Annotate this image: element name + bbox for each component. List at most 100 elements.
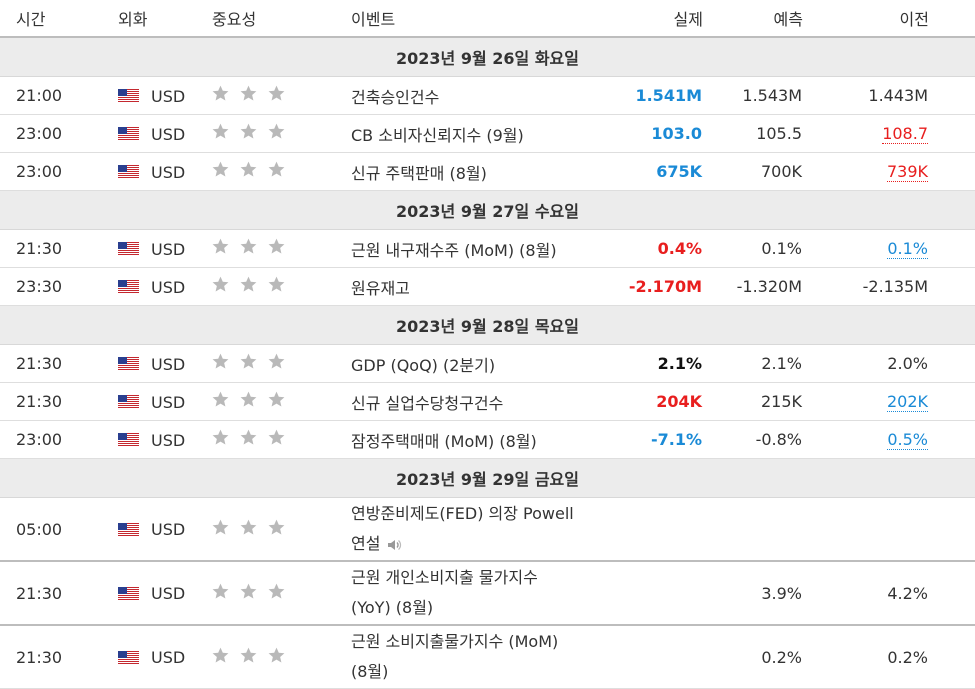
previous-value: 2.0% [887, 354, 928, 373]
event-row[interactable]: 23:00 USD 잠정주택매매 (MoM) (8월) -7.1% -0.8% 0.5% [0, 420, 975, 459]
event-previous: 0.5% [803, 420, 929, 459]
event-actual [603, 560, 703, 626]
event-importance [206, 76, 341, 115]
event-importance [206, 229, 341, 268]
star-icon [211, 390, 230, 409]
header-forecast[interactable]: 예측 [703, 0, 803, 38]
event-forecast: -1.320M [703, 267, 803, 306]
event-row[interactable]: 21:30 USD 근원 내구재수주 (MoM) (8월) 0.4% 0.1% 0.1% [0, 229, 975, 268]
star-icon [239, 160, 258, 179]
event-time: 05:00 [0, 497, 108, 562]
event-row[interactable]: 21:30 USD GDP (QoQ) (2분기) 2.1% 2.1% 2.0% [0, 344, 975, 383]
currency-code: USD [151, 124, 186, 144]
event-time: 21:30 [0, 344, 108, 383]
event-row[interactable]: 21:30 USD 근원 개인소비지출 물가지수 (YoY) (8월) 3.9% 4.2% [0, 560, 975, 626]
star-icon [267, 428, 286, 447]
event-importance [206, 420, 341, 459]
event-name[interactable]: 건축승인건수 [341, 76, 603, 115]
event-previous: 108.7 [803, 114, 929, 153]
star-icon [211, 646, 230, 665]
event-previous: 739K [803, 152, 929, 191]
event-row[interactable]: 23:30 USD 원유재고 -2.170M -1.320M -2.135M [0, 267, 975, 306]
event-actual: 103.0 [603, 114, 703, 153]
star-icon [239, 428, 258, 447]
event-row[interactable]: 21:00 USD 건축승인건수 1.541M 1.543M 1.443M [0, 76, 975, 115]
event-name-text: 건축승인건수 [351, 87, 440, 107]
event-forecast: 1.543M [703, 76, 803, 115]
star-icon [211, 84, 230, 103]
event-name[interactable]: 잠정주택매매 (MoM) (8월) [341, 420, 603, 459]
row-spacer [929, 497, 975, 562]
event-time: 23:00 [0, 420, 108, 459]
event-actual: -2.170M [603, 267, 703, 306]
event-name-line1: 연방준비제도(FED) 의장 Powell [351, 504, 574, 523]
row-spacer [929, 229, 975, 268]
event-actual: 204K [603, 382, 703, 421]
previous-value: 0.1% [887, 239, 928, 259]
header-time[interactable]: 시간 [0, 0, 108, 38]
event-importance [206, 382, 341, 421]
header-currency[interactable]: 외화 [108, 0, 206, 38]
event-row[interactable]: 21:30 USD 근원 소비지출물가지수 (MoM) (8월) 0.2% 0.2% [0, 624, 975, 689]
header-previous[interactable]: 이전 [803, 0, 929, 38]
star-icon [239, 390, 258, 409]
event-row[interactable]: 21:30 USD 신규 실업수당청구건수 204K 215K 202K [0, 382, 975, 421]
currency-code: USD [151, 354, 186, 374]
event-name[interactable]: 근원 개인소비지출 물가지수 (YoY) (8월) [341, 560, 603, 626]
event-actual [603, 497, 703, 562]
event-name-line2: 연설 [351, 534, 381, 553]
us-flag-icon [118, 165, 139, 179]
speaker-icon [386, 537, 402, 553]
us-flag-icon [118, 433, 139, 447]
event-name[interactable]: 원유재고 [341, 267, 603, 306]
star-icon [239, 237, 258, 256]
header-event[interactable]: 이벤트 [341, 0, 603, 38]
event-name-line1: 근원 개인소비지출 물가지수 [351, 568, 538, 587]
event-name[interactable]: 신규 실업수당청구건수 [341, 382, 603, 421]
star-icon [239, 352, 258, 371]
date-row: 2023년 9월 27일 수요일 [0, 190, 975, 230]
event-row[interactable]: 23:00 USD CB 소비자신뢰지수 (9월) 103.0 105.5 108.7 [0, 114, 975, 153]
event-name[interactable]: 연방준비제도(FED) 의장 Powell 연설 [341, 497, 603, 562]
row-spacer [929, 560, 975, 626]
us-flag-icon [118, 586, 139, 601]
event-currency: USD [108, 152, 206, 191]
event-row[interactable]: 05:00 USD 연방준비제도(FED) 의장 Powell 연설 [0, 497, 975, 562]
event-name-text: 신규 주택판매 (8월) [351, 163, 487, 183]
event-name[interactable]: 근원 내구재수주 (MoM) (8월) [341, 229, 603, 268]
event-name-text: GDP (QoQ) (2분기) [351, 355, 496, 375]
event-actual: 1.541M [603, 76, 703, 115]
event-actual: 0.4% [603, 229, 703, 268]
row-spacer [929, 382, 975, 421]
star-icon [211, 428, 230, 447]
star-icon [267, 237, 286, 256]
event-name[interactable]: CB 소비자신뢰지수 (9월) [341, 114, 603, 153]
event-name[interactable]: GDP (QoQ) (2분기) [341, 344, 603, 383]
us-flag-icon [118, 89, 139, 103]
header-actual[interactable]: 실제 [603, 0, 703, 38]
event-name[interactable]: 신규 주택판매 (8월) [341, 152, 603, 191]
previous-value: 108.7 [882, 124, 928, 144]
star-icon [267, 390, 286, 409]
event-name[interactable]: 근원 소비지출물가지수 (MoM) (8월) [341, 624, 603, 689]
event-name-text: CB 소비자신뢰지수 (9월) [351, 125, 524, 145]
event-forecast: 0.1% [703, 229, 803, 268]
event-currency: USD [108, 497, 206, 562]
event-previous: 2.0% [803, 344, 929, 383]
event-previous: -2.135M [803, 267, 929, 306]
previous-value: -2.135M [862, 277, 928, 296]
actual-value: -7.1% [650, 430, 702, 449]
event-forecast [703, 497, 803, 562]
event-time: 23:30 [0, 267, 108, 306]
event-row[interactable]: 23:00 USD 신규 주택판매 (8월) 675K 700K 739K [0, 152, 975, 191]
event-name-text: 근원 내구재수주 (MoM) (8월) [351, 240, 557, 260]
event-currency: USD [108, 560, 206, 626]
event-name-line2: (8월) [351, 662, 389, 681]
us-flag-icon [118, 242, 139, 256]
actual-value: 0.4% [657, 239, 702, 258]
event-currency: USD [108, 229, 206, 268]
event-currency: USD [108, 382, 206, 421]
event-previous: 202K [803, 382, 929, 421]
header-importance[interactable]: 중요성 [206, 0, 341, 38]
